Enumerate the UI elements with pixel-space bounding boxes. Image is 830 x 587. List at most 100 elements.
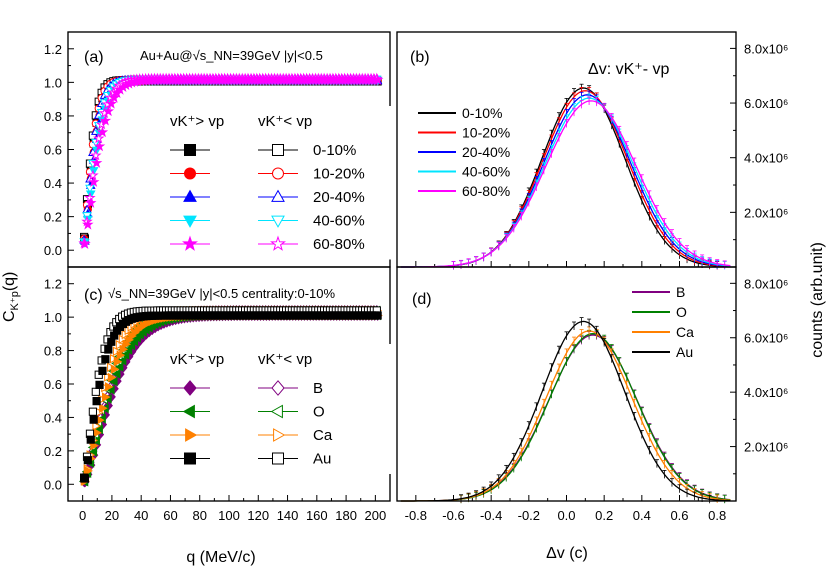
legend-label: 60-80% — [313, 236, 365, 253]
y-axis-label-right: counts (arb.unit) — [809, 242, 826, 358]
series-line-Au — [400, 320, 731, 502]
x-tick-label: 0.4 — [633, 508, 651, 523]
y-tick-label: 0.8 — [44, 344, 62, 359]
data-point-filled — [123, 345, 133, 355]
legend-label: 40-60% — [462, 164, 510, 180]
legend-marker-filled — [183, 380, 197, 396]
data-point-filled — [120, 350, 130, 360]
data-point-filled — [80, 474, 89, 483]
data-point-filled — [98, 366, 107, 375]
x-tick-label: -0.6 — [442, 508, 464, 523]
data-point-filled — [109, 376, 118, 387]
legend-label: O — [676, 304, 687, 320]
y-tick-label: 6.0x10⁶ — [744, 96, 788, 111]
x-tick-label: 160 — [306, 508, 328, 523]
y-tick-label: 0.6 — [44, 143, 62, 158]
y-axis-label-sub: K⁺p — [9, 291, 21, 310]
data-point-filled — [101, 355, 110, 364]
data-point-filled — [96, 126, 109, 138]
data-point-open — [93, 132, 105, 144]
data-point-open — [91, 387, 100, 396]
legend-marker-filled — [183, 189, 197, 202]
data-point-filled — [90, 156, 103, 168]
data-point-filled — [85, 196, 97, 208]
legend-marker-filled — [183, 167, 197, 180]
x-tick-label: 0.2 — [595, 508, 613, 523]
series-line-10-20% — [400, 90, 731, 268]
legend-marker-open — [271, 380, 285, 396]
x-tick-label: -0.8 — [405, 508, 427, 523]
panel-a: 0.0 0.2 0.4 0.6 0.8 1.0 1.2 (a) Au+Au@√s_NN=39Ge… — [44, 31, 402, 268]
panel-label-a: (a) — [84, 49, 104, 66]
x-tick-label: 120 — [247, 508, 269, 523]
legend-marker-open — [273, 428, 286, 442]
y-tick-label: 0.2 — [44, 210, 62, 225]
data-point-filled — [102, 392, 111, 402]
x-tick-label: 60 — [163, 508, 177, 523]
plot-frame-top — [396, 266, 737, 502]
data-point-filled — [84, 466, 93, 476]
y-tick-label: 0.4 — [44, 410, 62, 425]
panel-d: 2.0x10⁶ 4.0x10⁶ 6.0x10⁶ 8.0x10⁶ -0.8 -0.6 -0.4… — [396, 266, 788, 523]
data-point-filled — [95, 380, 104, 389]
data-point-open — [85, 184, 95, 194]
data-point-filled — [117, 355, 127, 366]
data-point-filled — [114, 362, 124, 372]
legend-marker-filled — [184, 144, 196, 156]
legend-marker-filled — [182, 404, 195, 419]
legend-background — [162, 106, 402, 260]
legend-marker-open — [271, 215, 285, 228]
series-60-80% — [78, 72, 384, 249]
legend-label: B — [676, 284, 685, 300]
data-point-filled — [83, 456, 92, 465]
plot-frame — [396, 266, 737, 502]
x-tick-label: -0.2 — [518, 508, 540, 523]
legend-marker-open — [271, 189, 285, 202]
x-tick-label: 20 — [105, 508, 119, 523]
y-axis-label-suffix: (q) — [1, 272, 18, 292]
legend-label: 20-40% — [313, 189, 365, 206]
x-tick-label: 0.6 — [670, 508, 688, 523]
plot-frame-top — [396, 31, 737, 268]
y-tick-label: 0.6 — [44, 377, 62, 392]
data-point-open — [90, 149, 102, 161]
y-tick-label: 1.2 — [44, 277, 62, 292]
y-tick-label: 4.0x10⁶ — [744, 151, 788, 166]
legend-header-left: vK⁺> vp — [170, 113, 224, 130]
y-axis-label-left: CK⁺p(q) — [1, 272, 21, 322]
data-point-filled — [86, 435, 95, 444]
y-tick-label: 6.0x10⁶ — [744, 331, 788, 346]
data-point-filled — [373, 311, 382, 320]
x-tick-label: 40 — [134, 508, 148, 523]
y-tick-label: 2.0x10⁶ — [744, 205, 788, 220]
legend-label: O — [313, 404, 325, 421]
y-tick-label: 8.0x10⁶ — [744, 41, 788, 56]
data-point-filled — [87, 176, 100, 187]
legend: 0-10% 10-20% 20-40% 40-60% 60-80% — [418, 105, 510, 199]
legend-label: B — [313, 380, 323, 397]
y-tick-label: 1.0 — [44, 75, 62, 90]
legend-marker-open — [271, 167, 285, 180]
error-bars-Au — [459, 317, 712, 504]
legend-label: Au — [676, 344, 693, 360]
annotation-b: Δv: vK⁺- vp — [588, 61, 669, 78]
x-tick-label: 180 — [335, 508, 357, 523]
data-point-filled — [110, 364, 120, 375]
legend-marker-open — [272, 452, 284, 465]
data-point-filled — [82, 218, 94, 230]
legend-label: Ca — [313, 427, 333, 444]
data-point-filled — [104, 382, 114, 392]
data-point-filled — [105, 97, 117, 109]
legend-label: 60-80% — [462, 183, 510, 199]
y-tick-label: 1.2 — [44, 42, 62, 57]
x-tick-label: -0.4 — [480, 508, 502, 523]
legend-label: 0-10% — [462, 105, 502, 121]
data-point-filled — [99, 114, 112, 126]
legend-label: 10-20% — [462, 125, 510, 141]
y-tick-label: 0.0 — [44, 477, 62, 492]
legend-marker-filled — [184, 452, 196, 465]
x-tick-label: 80 — [192, 508, 206, 523]
data-point-open — [87, 169, 99, 181]
data-point-filled — [88, 167, 99, 176]
